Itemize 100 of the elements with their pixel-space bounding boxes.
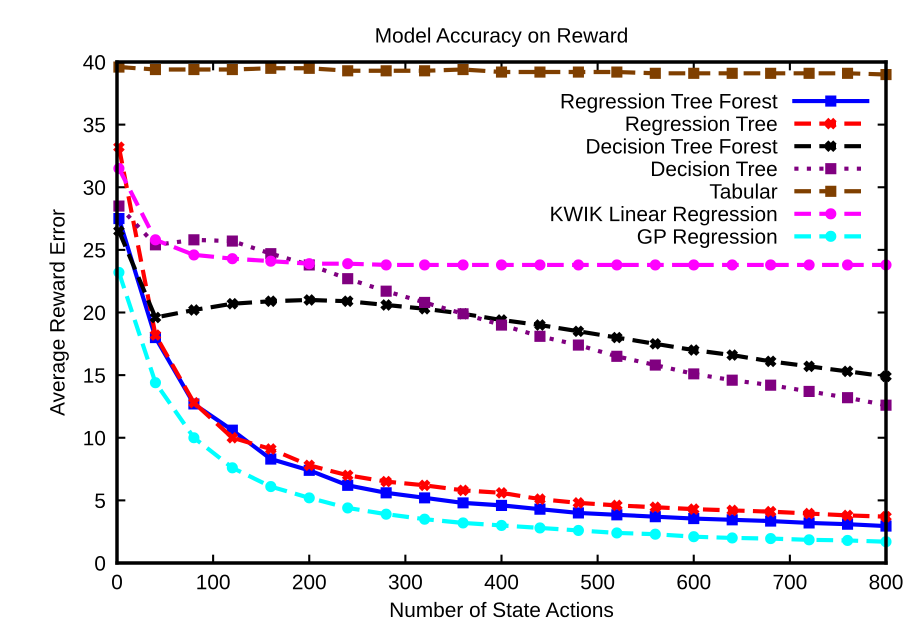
point (611, 350, 622, 362)
point (534, 259, 546, 270)
point (804, 534, 815, 546)
point (726, 259, 738, 270)
point (496, 487, 508, 498)
point (150, 312, 162, 324)
point (304, 460, 315, 471)
point (188, 234, 200, 246)
x-tick-label: 800 (870, 574, 903, 590)
point (342, 502, 354, 514)
point (688, 259, 700, 270)
point (534, 66, 546, 78)
point (419, 65, 430, 76)
point (419, 259, 430, 270)
point (226, 64, 238, 76)
point (226, 236, 238, 247)
point (765, 356, 776, 367)
point (842, 392, 854, 404)
point (534, 494, 546, 505)
point (726, 68, 738, 79)
point (188, 64, 200, 76)
legend-label: Decision Tree Forest (587, 138, 778, 154)
point (650, 68, 661, 79)
point (457, 259, 469, 270)
point (226, 462, 238, 474)
point (572, 340, 584, 351)
legend-label: Decision Tree (652, 160, 777, 176)
point (265, 62, 276, 74)
point (804, 259, 815, 270)
point (842, 510, 854, 521)
legend-label: Regression Tree (626, 116, 777, 136)
point (265, 443, 276, 455)
point (304, 294, 315, 306)
point (265, 256, 276, 267)
y-tick-label: 40 (83, 55, 106, 70)
point (534, 504, 546, 515)
point (572, 259, 584, 270)
point (342, 470, 354, 481)
point (688, 531, 700, 542)
point (650, 259, 661, 270)
point (765, 380, 776, 391)
legend-label: GP Regression (638, 228, 776, 248)
point (804, 386, 815, 397)
point (457, 64, 469, 76)
y-tick-label: 30 (84, 180, 106, 196)
point (226, 298, 238, 310)
point (380, 286, 392, 297)
point (688, 344, 700, 356)
point (688, 512, 700, 524)
x-tick-label: 100 (197, 574, 230, 590)
point (611, 500, 622, 511)
point (188, 304, 200, 316)
point (804, 68, 815, 79)
point (150, 377, 162, 388)
y-tick-label: 35 (84, 118, 106, 132)
y-tick-label: 25 (84, 242, 106, 258)
point (804, 517, 815, 528)
point (265, 453, 276, 465)
point (804, 360, 815, 372)
point (150, 234, 162, 246)
x-tick-label: 500 (581, 574, 614, 590)
legend-label: KWIK Linear Regression (551, 206, 776, 226)
point (496, 319, 508, 331)
point (804, 508, 815, 520)
y-axis-title: Average Reward Error (49, 209, 69, 416)
chart-title: Model Accuracy on Reward (376, 27, 627, 47)
point (226, 432, 238, 444)
point (726, 514, 738, 526)
point (380, 476, 392, 488)
point (650, 338, 661, 350)
point (650, 528, 661, 540)
point (765, 515, 776, 527)
point (611, 509, 622, 520)
point (380, 299, 392, 311)
point (342, 65, 354, 76)
point (572, 326, 584, 337)
point (496, 66, 508, 78)
point (380, 65, 392, 76)
point (419, 480, 430, 491)
point (342, 296, 354, 307)
point (150, 64, 162, 76)
point (380, 259, 392, 270)
point (765, 68, 776, 79)
point (226, 253, 238, 264)
point (572, 497, 584, 508)
x-axis-title: Number of State Actions (390, 602, 614, 618)
point (457, 484, 469, 496)
point (304, 62, 315, 74)
point (419, 514, 430, 525)
point (688, 68, 700, 79)
point (188, 249, 200, 260)
x-tick-label: 300 (388, 574, 422, 590)
point (726, 350, 738, 361)
point (419, 492, 430, 504)
point (188, 432, 200, 444)
x-tick-label: 400 (484, 574, 518, 590)
x-tick-label: 200 (292, 574, 326, 590)
point (150, 329, 162, 341)
point (534, 522, 546, 534)
point (765, 506, 776, 518)
